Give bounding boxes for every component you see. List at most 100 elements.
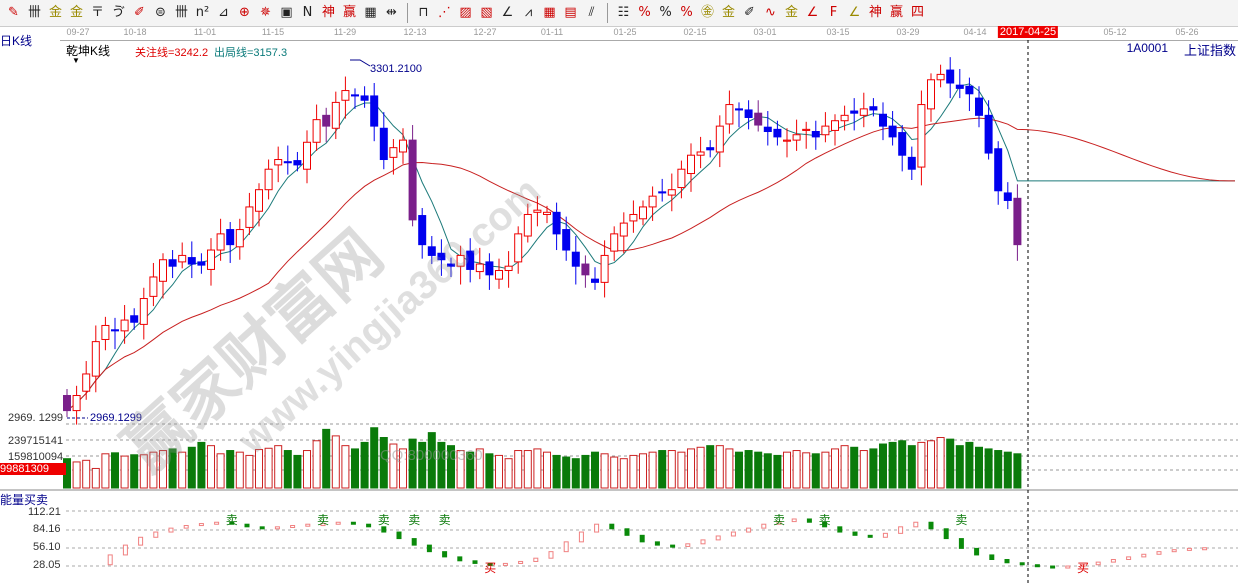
volume-bar xyxy=(360,441,369,489)
angle-icon[interactable]: ⊿ xyxy=(218,5,229,20)
volume-bar xyxy=(792,450,801,489)
volume-bar xyxy=(111,452,119,489)
candle-body xyxy=(331,101,340,129)
energy-bar xyxy=(1004,558,1010,564)
buy-signal: 买 xyxy=(1077,561,1089,575)
energy-bar xyxy=(381,526,387,533)
fan-box2-icon[interactable]: ▧ xyxy=(480,5,493,20)
volume-bar xyxy=(975,446,983,489)
candle-body xyxy=(543,211,551,215)
volume-bar xyxy=(965,441,974,489)
date-tick: 10-18 xyxy=(123,27,147,37)
volume-bar xyxy=(677,451,686,489)
volume-bar xyxy=(331,435,340,489)
candle-body xyxy=(303,141,311,170)
energy-bar xyxy=(685,543,691,547)
square-icon[interactable]: ▣ xyxy=(280,5,293,20)
energy-bar xyxy=(533,557,539,562)
percent-icon[interactable]: % xyxy=(659,5,672,20)
table-icon[interactable]: ▦ xyxy=(543,5,556,20)
gold3-icon[interactable]: 金 xyxy=(784,5,798,20)
star-icon[interactable]: ✵ xyxy=(260,5,271,20)
circle-grid-icon[interactable]: ⊜ xyxy=(155,5,166,20)
low-price-label: 2969.1299 xyxy=(90,412,142,424)
grid-icon[interactable]: 卌 xyxy=(27,5,41,20)
volume-bar xyxy=(927,440,935,489)
table2-icon[interactable]: ▤ xyxy=(564,5,577,20)
volume-bar xyxy=(591,451,599,489)
volume-bar xyxy=(466,451,475,489)
target-icon[interactable]: ⊕ xyxy=(239,5,250,20)
volume-bar xyxy=(322,428,331,489)
brush2-icon[interactable]: ✐ xyxy=(744,5,755,20)
energy-bar xyxy=(138,536,144,546)
fan-box-icon[interactable]: ▨ xyxy=(459,5,472,20)
lines-icon[interactable]: 卌 xyxy=(174,5,188,20)
candle-body xyxy=(207,249,215,270)
ying-angle-icon[interactable]: 赢 xyxy=(889,5,903,20)
volume-current-value: 99881309 xyxy=(0,463,66,475)
wave-icon[interactable]: ⩘ xyxy=(524,5,533,20)
volume-bar xyxy=(879,443,887,489)
volume-bar xyxy=(533,448,542,489)
bars-icon[interactable]: ☷ xyxy=(617,5,630,20)
gold-circle-icon[interactable]: ㊎ xyxy=(700,5,714,20)
volume-bar xyxy=(447,445,455,489)
n2-icon[interactable]: n² xyxy=(195,5,210,20)
date-tick: 12-27 xyxy=(473,27,497,37)
gold-icon[interactable]: 金 xyxy=(48,5,62,20)
candle-body xyxy=(408,139,417,221)
dropdown-arrow-icon[interactable]: ▼ xyxy=(72,56,80,65)
candle-body xyxy=(437,252,446,261)
volume-bar xyxy=(437,441,446,489)
sell-signal: 卖 xyxy=(226,513,238,527)
candle-body xyxy=(677,168,686,189)
energy-bar xyxy=(366,523,372,528)
ying-icon[interactable]: 赢 xyxy=(342,5,356,20)
candle-body xyxy=(514,233,523,263)
candle-body xyxy=(600,254,609,283)
candle-body xyxy=(1003,192,1012,201)
energy-bar xyxy=(396,531,402,540)
volume-bar xyxy=(735,451,743,489)
current-date-marker: 2017-04-25 xyxy=(997,26,1059,38)
tf-icon[interactable]: 〒 xyxy=(90,5,104,20)
indicator-selector[interactable]: 乾坤K线 xyxy=(66,44,111,58)
volume-bar xyxy=(399,448,407,489)
candle-body xyxy=(523,213,532,237)
split-icon[interactable]: ⇹ xyxy=(386,5,397,20)
percent-line-icon[interactable]: % xyxy=(638,5,651,20)
volume-bar xyxy=(619,458,628,489)
candle-body xyxy=(101,324,110,340)
fan-icon[interactable]: ⋰ xyxy=(438,5,451,20)
four-angle-icon[interactable]: 四 xyxy=(910,5,924,20)
energy-bar xyxy=(442,551,448,558)
percent-lines-icon[interactable]: % xyxy=(680,5,693,20)
gold-angle-icon[interactable]: ∠ xyxy=(848,5,861,20)
gold-lines-icon[interactable]: 金 xyxy=(721,5,735,20)
n-icon[interactable]: N xyxy=(302,5,313,20)
ruler-icon[interactable]: ▦ xyxy=(364,5,377,20)
wave2-icon[interactable]: ∿ xyxy=(765,5,776,20)
f-angle-icon[interactable]: F xyxy=(829,5,838,20)
gold2-icon[interactable]: 金 xyxy=(69,5,83,20)
toolbar-separator xyxy=(407,3,410,23)
box-icon[interactable]: ⊓ xyxy=(418,5,429,20)
spiral-icon[interactable]: ゔ xyxy=(111,5,125,20)
energy-bar xyxy=(350,521,356,525)
candle-body xyxy=(946,69,955,84)
candle-body xyxy=(149,276,158,297)
slash-lines-icon[interactable]: ⫽ xyxy=(588,5,595,20)
candle-body xyxy=(783,139,791,142)
angle-line-icon[interactable]: ∠ xyxy=(501,5,514,20)
volume-bar xyxy=(245,454,254,489)
pen-icon[interactable]: ✎ xyxy=(8,5,19,20)
volume-bar xyxy=(370,427,379,489)
brush-icon[interactable]: ✐ xyxy=(134,5,145,20)
candle-body xyxy=(831,120,839,131)
candle-body xyxy=(255,189,263,212)
shen-icon[interactable]: 神 xyxy=(321,5,335,20)
shen-angle-icon[interactable]: 神 xyxy=(868,5,882,20)
j-angle-icon[interactable]: ∠ xyxy=(806,5,819,20)
